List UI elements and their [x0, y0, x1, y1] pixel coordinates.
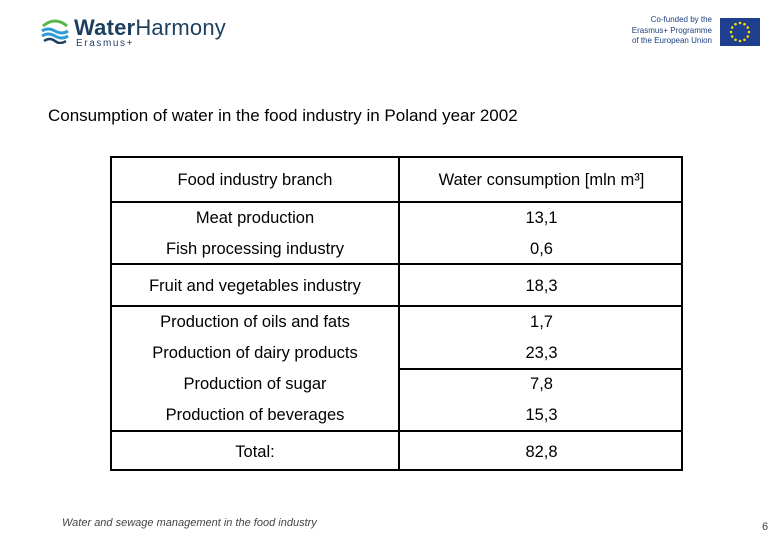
eu-flag-icon — [720, 18, 760, 46]
row-value-beverages: 15,3 — [525, 406, 558, 424]
row-branch-meat: Meat production — [195, 209, 315, 227]
row-branch-fish: Fish processing industry — [166, 240, 344, 258]
row-divider — [400, 305, 683, 307]
row-branch-oils-fats: Production of oils and fats — [160, 313, 350, 331]
logo-name-part-1: Water — [74, 15, 136, 40]
branch-column: Food industry branch Meat production Fis… — [112, 158, 398, 469]
waterharmony-logo: WaterHarmony Erasmus+ — [40, 14, 240, 50]
row-divider — [400, 263, 683, 265]
page-title: Consumption of water in the food industr… — [48, 106, 518, 125]
row-divider — [112, 201, 398, 203]
eu-cofunding-text: Co-funded by the Erasmus+ Programme of t… — [620, 15, 712, 47]
total-value: 82,8 — [525, 443, 558, 461]
row-value-sugar: 7,8 — [530, 375, 553, 393]
total-label: Total: — [235, 443, 275, 461]
row-value-oils-fats: 1,7 — [530, 313, 553, 331]
page-number: 6 — [762, 521, 769, 533]
row-branch-dairy: Production of dairy products — [152, 344, 358, 362]
row-value-fruit-veg: 18,3 — [525, 277, 558, 295]
row-divider — [112, 263, 398, 265]
header-branch: Food industry branch — [177, 171, 333, 189]
row-divider — [400, 368, 683, 370]
eu-text-line-1: Co-funded by the — [650, 15, 712, 24]
consumption-column: Water consumption [mln m³] 13,1 0,6 18,3… — [398, 158, 683, 469]
row-divider — [112, 430, 398, 432]
footer-caption: Water and sewage management in the food … — [62, 517, 317, 529]
row-divider — [400, 201, 683, 203]
row-value-fish: 0,6 — [530, 240, 553, 258]
header-consumption: Water consumption [mln m³] — [438, 171, 645, 189]
logo-subtitle: Erasmus+ — [76, 38, 135, 49]
eu-text-line-2: Erasmus+ Programme — [631, 25, 712, 35]
logo-name-part-2: Harmony — [135, 15, 226, 40]
row-branch-sugar: Production of sugar — [183, 375, 327, 393]
water-drop-logo-icon — [41, 19, 69, 44]
eu-text-line-3: of the European Union — [631, 36, 712, 45]
row-value-dairy: 23,3 — [525, 344, 558, 362]
row-divider — [400, 430, 683, 432]
logo-name: WaterHarmony — [74, 16, 226, 40]
row-value-meat: 13,1 — [525, 209, 558, 227]
water-consumption-table: Food industry branch Meat production Fis… — [110, 156, 683, 471]
row-divider — [112, 305, 398, 307]
row-branch-fruit-veg: Fruit and vegetables industry — [149, 277, 361, 295]
eu-cofunding-badge: Co-funded by the Erasmus+ Programme of t… — [620, 14, 760, 48]
row-branch-beverages: Production of beverages — [165, 406, 345, 424]
